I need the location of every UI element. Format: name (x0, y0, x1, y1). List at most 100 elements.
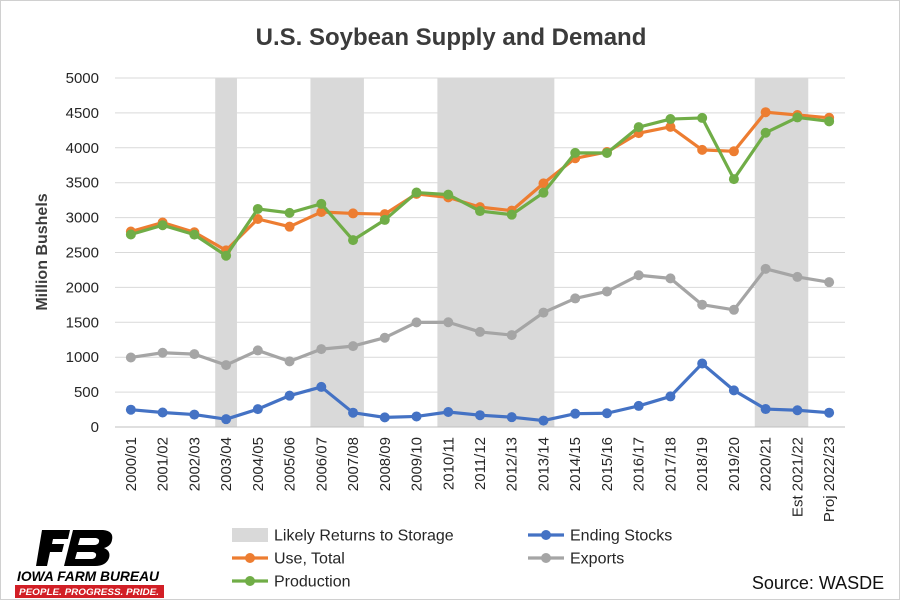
legend-item-production: Production (232, 574, 351, 591)
logo-b-cutout-top (78, 538, 100, 545)
data-point (157, 347, 168, 358)
x-tick-label: 2002/03 (186, 437, 203, 491)
logo-tagline: PEOPLE. PROGRESS. PRIDE. (19, 587, 159, 598)
series-production (125, 112, 835, 261)
legend-label: Likely Returns to Storage (274, 528, 454, 545)
y-tick-label: 4500 (66, 105, 99, 122)
x-tick-label: 2013/14 (535, 437, 552, 491)
data-point (601, 408, 612, 419)
data-point (316, 381, 327, 392)
y-axis-ticks: 0 500 1000 1500 2000 2500 3000 3500 4000 4500 5000 (66, 70, 99, 436)
data-point (538, 415, 549, 426)
x-tick-label: 2016/17 (631, 437, 648, 491)
legend-label: Use, Total (274, 551, 345, 568)
data-point (348, 407, 359, 418)
data-point (189, 409, 200, 420)
data-point (316, 198, 327, 209)
legend-marker (541, 530, 551, 540)
x-tick-label: 2019/20 (726, 437, 743, 491)
data-point (157, 407, 168, 418)
series-exports (125, 263, 835, 371)
data-point (125, 404, 136, 415)
data-point (284, 390, 295, 401)
data-point (760, 263, 771, 274)
y-tick-label: 5000 (66, 70, 99, 87)
series-ending-stocks (125, 358, 835, 426)
data-point (665, 273, 676, 284)
iowa-farm-bureau-logo: IOWA FARM BUREAU PEOPLE. PROGRESS. PRIDE… (15, 526, 165, 598)
data-point (157, 220, 168, 231)
legend-item-exports: Exports (528, 551, 624, 568)
data-point (728, 146, 739, 157)
x-tick-label: Est 2021/22 (789, 437, 806, 517)
chart-title: U.S. Soybean Supply and Demand (256, 24, 647, 51)
data-point (475, 410, 485, 421)
data-point (411, 317, 422, 328)
data-point (824, 407, 835, 418)
data-point (728, 304, 739, 315)
x-tick-label: 2006/07 (313, 437, 330, 491)
y-axis-label: Million Bushels (34, 193, 51, 310)
legend-marker (245, 576, 255, 586)
x-tick-label: Proj 2022/23 (821, 437, 838, 522)
y-tick-label: 0 (91, 419, 99, 436)
data-point (728, 174, 739, 185)
data-point (221, 250, 232, 261)
source-note: Source: WASDE (752, 573, 884, 593)
legend-marker (245, 553, 255, 563)
data-point (697, 358, 708, 369)
series-lines (125, 107, 835, 426)
y-tick-label: 1500 (66, 314, 99, 331)
data-point (284, 221, 295, 232)
data-point (443, 317, 454, 328)
x-tick-label: 2017/18 (662, 437, 679, 491)
legend-item-use-total: Use, Total (232, 551, 345, 568)
data-point (506, 412, 517, 423)
data-point (125, 352, 136, 363)
data-point (697, 144, 708, 155)
data-point (538, 307, 549, 318)
data-point (379, 412, 390, 423)
legend-item-likely-returns-to-storage: Likely Returns to Storage (232, 528, 454, 545)
legend-label: Ending Stocks (570, 528, 672, 545)
x-tick-label: 2018/19 (694, 437, 711, 491)
data-point (443, 189, 454, 200)
data-point (475, 326, 485, 337)
x-axis-ticks: 2000/01 2001/02 2002/03 2003/04 2004/05 2005/… (123, 437, 838, 522)
data-point (538, 178, 549, 189)
legend-marker (541, 553, 551, 563)
legend-swatch (232, 528, 268, 542)
y-tick-label: 3000 (66, 210, 99, 227)
x-tick-label: 2020/21 (758, 437, 775, 491)
legend-label: Exports (570, 551, 624, 568)
data-point (665, 114, 676, 125)
data-point (792, 405, 803, 416)
data-point (665, 121, 676, 132)
data-point (252, 404, 263, 415)
x-tick-label: 2001/02 (155, 437, 172, 491)
data-point (570, 293, 581, 304)
x-tick-label: 2008/09 (377, 437, 394, 491)
data-point (475, 206, 485, 217)
y-tick-label: 4000 (66, 140, 99, 157)
data-point (760, 404, 771, 415)
data-point (824, 277, 835, 288)
y-tick-label: 3500 (66, 175, 99, 192)
x-tick-label: 2014/15 (567, 437, 584, 491)
data-point (284, 356, 295, 367)
data-point (570, 408, 581, 419)
data-point (348, 208, 359, 219)
data-point (697, 299, 708, 310)
data-point (792, 271, 803, 282)
data-point (411, 187, 422, 198)
x-tick-label: 2011/12 (472, 437, 489, 490)
data-point (252, 203, 263, 214)
x-tick-label: 2015/16 (599, 437, 616, 491)
gridlines (115, 77, 845, 428)
data-point (760, 107, 771, 118)
logo-b-cutout-bottom (75, 552, 97, 559)
data-point (252, 345, 263, 356)
data-point (792, 112, 803, 123)
